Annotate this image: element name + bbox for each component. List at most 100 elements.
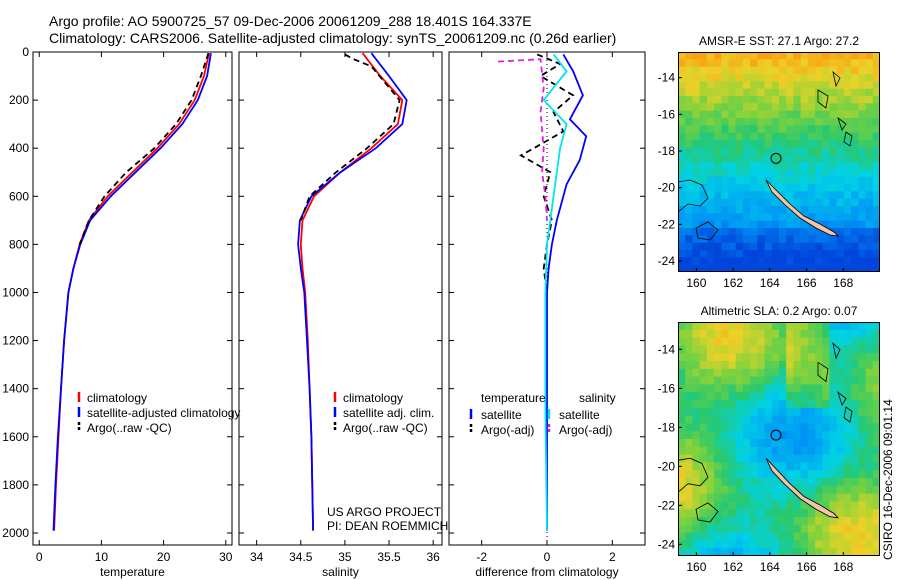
- map-cell: [771, 540, 780, 549]
- map-cell: [714, 147, 722, 156]
- map-cell: [692, 206, 701, 214]
- map-cell: [843, 242, 852, 251]
- map-cell: [800, 524, 809, 534]
- map-cell: [771, 548, 780, 556]
- map-cell: [858, 169, 867, 178]
- map-cell: [836, 140, 845, 148]
- map-cell: [843, 198, 852, 207]
- map-cell: [815, 162, 823, 170]
- map-cell: [728, 353, 737, 362]
- map-cell: [757, 524, 766, 534]
- map-cell: [851, 548, 859, 556]
- panel-frame: [32, 51, 233, 546]
- map-cell: [815, 454, 823, 463]
- map-cell: [865, 431, 874, 440]
- map-cell: [843, 162, 852, 170]
- map-cell: [836, 96, 845, 104]
- map-cell: [800, 147, 809, 156]
- map-cell: [699, 264, 708, 272]
- map-cell: [807, 125, 816, 134]
- map-cell: [836, 384, 845, 393]
- map-cell: [829, 103, 838, 112]
- map-cell: [807, 81, 816, 90]
- map-cell: [714, 184, 722, 192]
- map-cell: [735, 228, 744, 236]
- map-cell: [706, 169, 715, 178]
- map-cell: [699, 96, 708, 104]
- map-cell: [858, 524, 867, 534]
- map-cell: [757, 96, 766, 104]
- map-cell: [786, 446, 794, 456]
- map-cell: [721, 250, 730, 258]
- map-cell: [807, 154, 816, 163]
- map-cell: [779, 524, 787, 534]
- legend-label: climatology: [343, 391, 403, 405]
- map-cell: [807, 242, 816, 251]
- map-cell: [735, 540, 744, 549]
- map-y-tick-label: -22: [658, 217, 676, 231]
- map-cell: [728, 548, 737, 556]
- map-cell: [757, 501, 766, 510]
- map-cell: [858, 407, 867, 417]
- y-tick-label: 1800: [2, 478, 29, 492]
- map-cell: [851, 176, 859, 185]
- map-cell: [793, 88, 802, 97]
- map-cell: [728, 509, 737, 518]
- map-cell: [706, 81, 715, 90]
- map-cell: [836, 446, 845, 456]
- map-cell: [750, 206, 758, 214]
- map-cell: [721, 368, 730, 378]
- map-cell: [836, 66, 845, 75]
- map-cell: [678, 162, 686, 170]
- map-cell: [851, 446, 859, 456]
- map-cell: [764, 361, 773, 370]
- map-cell: [721, 235, 730, 244]
- map-cell: [807, 198, 816, 207]
- map-cell: [865, 198, 874, 207]
- map-cell: [692, 423, 701, 432]
- map-x-tick-label: 162: [723, 276, 743, 290]
- map-cell: [771, 462, 780, 471]
- map-cell: [685, 103, 693, 112]
- map-cell: [728, 140, 737, 148]
- map-cell: [714, 66, 722, 75]
- map-cell: [764, 454, 773, 463]
- map-cell: [822, 74, 831, 82]
- map-cell: [800, 228, 809, 236]
- map-cell: [742, 81, 751, 90]
- map-cell: [757, 132, 766, 141]
- map-cell: [685, 176, 693, 185]
- map-cell: [742, 257, 751, 266]
- map-cell: [786, 501, 794, 510]
- map-cell: [699, 257, 708, 266]
- map-cell: [764, 213, 773, 222]
- map-cell: [872, 191, 880, 200]
- map-cell: [692, 431, 701, 440]
- map-cell: [779, 228, 787, 236]
- map-cell: [800, 454, 809, 463]
- map-cell: [786, 125, 794, 134]
- map-cell: [858, 454, 867, 463]
- map-cell: [692, 198, 701, 207]
- map-cell: [843, 59, 852, 68]
- map-cell: [685, 392, 693, 401]
- map-cell: [807, 431, 816, 440]
- map-cell: [771, 206, 780, 214]
- map-cell: [721, 548, 730, 556]
- map-cell: [786, 439, 794, 448]
- map-cell: [807, 140, 816, 148]
- map-cell: [771, 478, 780, 487]
- map-cell: [699, 439, 708, 448]
- map-cell: [685, 485, 693, 495]
- map-cell: [865, 423, 874, 432]
- map-cell: [836, 162, 845, 170]
- new-caledonia-island: [765, 457, 840, 519]
- map-cell: [793, 353, 802, 362]
- map-cell: [735, 329, 744, 339]
- map-cell: [764, 147, 773, 156]
- map-cell: [779, 52, 787, 60]
- map-cell: [771, 407, 780, 417]
- map-cell: [843, 540, 852, 549]
- map-cell: [829, 235, 838, 244]
- map-cell: [742, 191, 751, 200]
